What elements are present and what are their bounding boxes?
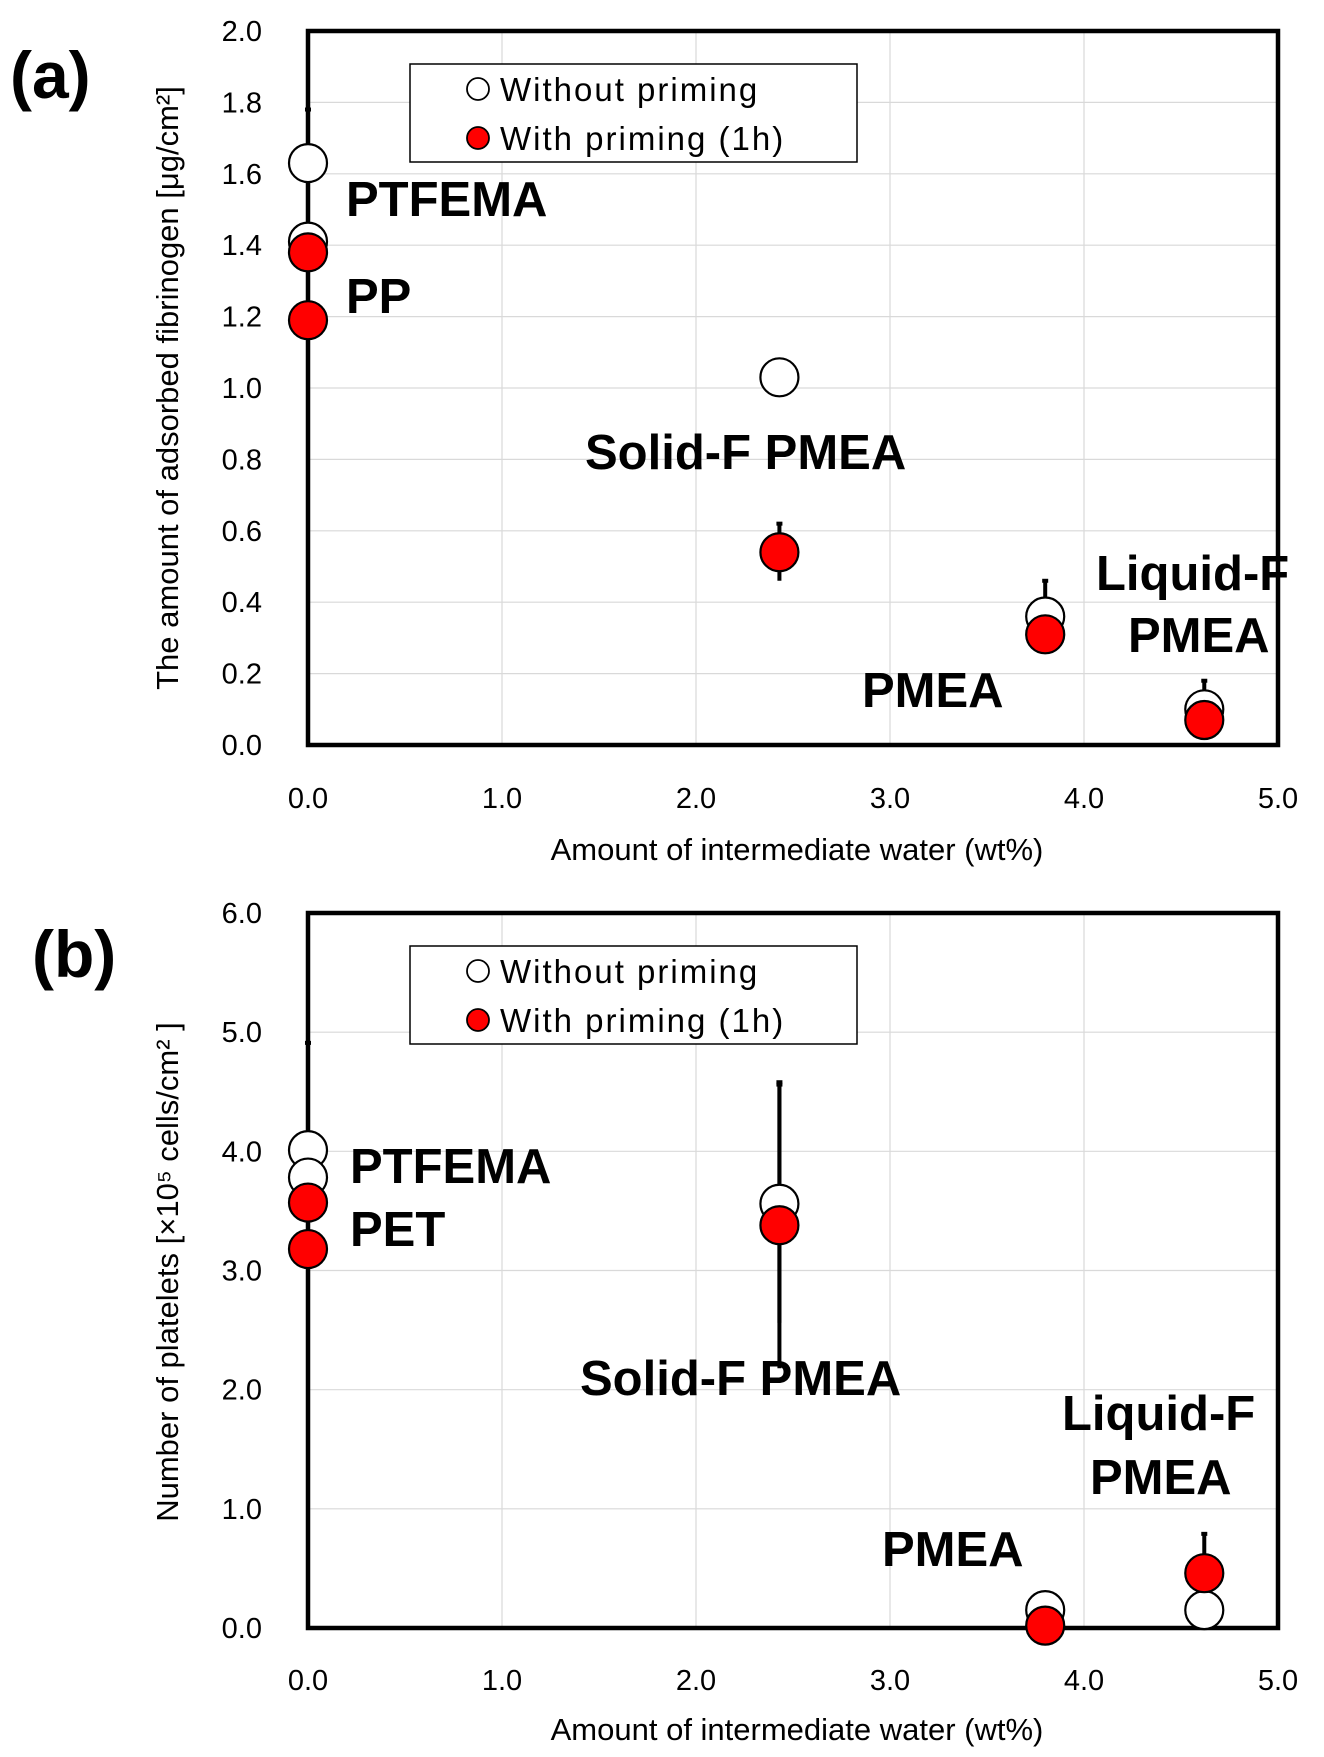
y-tick-label: 1.0 [222, 373, 262, 405]
x-tick-label: 0.0 [288, 1665, 328, 1697]
with-priming-marker [759, 532, 800, 573]
x-tick-label: 3.0 [870, 783, 910, 815]
chart-panel-a: 0.0 1.0 2.0 3.0 4.0 5.0 0.0 0.2 0.4 0.6 0.8 1.0 1.2 1… [10, 16, 1298, 867]
polymer-annotation: PP [346, 270, 411, 324]
legend-entry: Without priming [500, 953, 759, 990]
x-tick-label: 2.0 [676, 1665, 716, 1697]
chart-panel-b: 0.0 1.0 2.0 3.0 4.0 5.0 0.0 1.0 2.0 3.0 4.0 5.0 6.0 A… [32, 898, 1298, 1747]
legend-open-circle-icon [466, 959, 490, 983]
y-axis-label: The amount of adsorbed fibrinogen [μg/cm… [150, 86, 185, 690]
polymer-annotation: PMEA [1128, 609, 1270, 663]
y-tick-label: 2.0 [222, 16, 262, 48]
x-tick-label: 5.0 [1258, 1665, 1298, 1697]
polymer-annotation: PTFEMA [346, 173, 547, 227]
x-tick-label: 1.0 [482, 783, 522, 815]
legend-filled-circle-icon [466, 126, 490, 150]
with-priming-marker [1184, 1553, 1225, 1594]
x-tick-label: 4.0 [1064, 1665, 1104, 1697]
legend-entry: With priming (1h) [500, 1002, 785, 1039]
y-tick-label: 1.6 [222, 159, 262, 191]
legend: Without priming With priming (1h) [409, 945, 858, 1045]
y-tick-label: 1.2 [222, 302, 262, 334]
x-tick-label: 2.0 [676, 783, 716, 815]
y-tick-label: 0.2 [222, 659, 262, 691]
legend-open-circle-icon [466, 77, 490, 101]
y-tick-label: 1.0 [222, 1494, 262, 1526]
polymer-annotation: PMEA [1090, 1451, 1232, 1505]
without-priming-marker [759, 357, 800, 398]
polymer-annotation: Solid-F PMEA [585, 426, 906, 480]
y-tick-label: 1.4 [222, 230, 262, 262]
x-axis-label: Amount of intermediate water (wt%) [551, 832, 1044, 867]
with-priming-marker [1184, 699, 1225, 741]
polymer-annotation: PET [350, 1203, 445, 1257]
with-priming-marker [287, 1182, 329, 1223]
polymer-annotation: Liquid-F [1096, 547, 1289, 601]
polymer-annotation: Solid-F PMEA [580, 1352, 901, 1406]
y-tick-label: 5.0 [222, 1017, 262, 1049]
y-tick-label: 0.6 [222, 516, 262, 548]
polymer-annotation: PMEA [862, 664, 1004, 718]
x-tick-label: 4.0 [1064, 783, 1104, 815]
panel-label: (b) [32, 917, 116, 991]
y-tick-label: 0.0 [222, 1613, 262, 1645]
y-tick-label: 0.0 [222, 730, 262, 762]
with-priming-marker [1025, 1605, 1066, 1646]
x-axis-label: Amount of intermediate water (wt%) [551, 1712, 1044, 1747]
y-tick-label: 0.8 [222, 444, 262, 476]
polymer-annotation: Liquid-F [1062, 1387, 1255, 1441]
plot-frame [305, 28, 1281, 748]
without-priming-marker [1184, 1590, 1225, 1631]
x-tick-label: 5.0 [1258, 783, 1298, 815]
y-tick-label: 3.0 [222, 1256, 262, 1288]
legend: Without priming With priming (1h) [409, 63, 858, 163]
legend-entry: With priming (1h) [500, 120, 785, 157]
y-tick-label: 2.0 [222, 1375, 262, 1407]
panel-label: (a) [10, 38, 91, 112]
x-tick-label: 3.0 [870, 1665, 910, 1697]
with-priming-marker [759, 1205, 800, 1246]
with-priming-marker [1025, 614, 1066, 655]
legend-entry: Without priming [500, 71, 759, 108]
with-priming-marker [287, 300, 329, 341]
with-priming-marker [287, 232, 329, 273]
legend-filled-circle-icon [466, 1008, 490, 1032]
x-tick-label: 1.0 [482, 1665, 522, 1697]
y-tick-label: 0.4 [222, 587, 262, 619]
y-tick-label: 4.0 [222, 1136, 262, 1168]
polymer-annotation: PTFEMA [350, 1140, 551, 1194]
polymer-annotation: PMEA [882, 1523, 1024, 1577]
x-tick-label: 0.0 [288, 783, 328, 815]
y-tick-label: 1.8 [222, 87, 262, 119]
with-priming-marker [287, 1228, 329, 1270]
y-axis-label: Number of platelets [×10⁵ cells/cm² ] [150, 1022, 185, 1522]
y-tick-label: 6.0 [222, 898, 262, 930]
without-priming-marker [287, 142, 329, 184]
